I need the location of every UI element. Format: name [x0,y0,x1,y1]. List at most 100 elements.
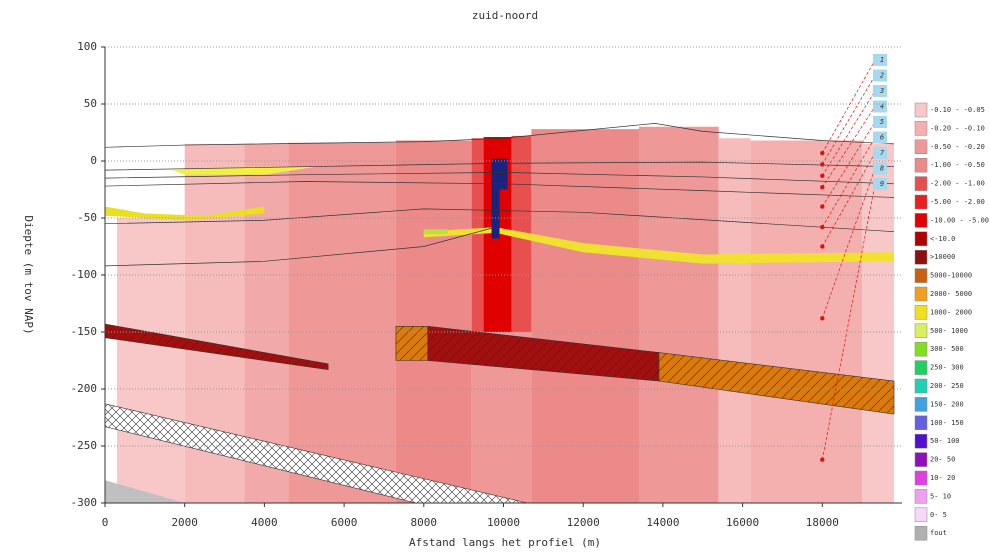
layer [172,166,317,175]
layer-hatch [105,324,329,370]
marker [820,185,825,190]
marker-label-box [873,116,887,128]
legend-label: 300- 500 [930,345,964,353]
marker [820,457,825,462]
y-tick-label: -150 [71,325,98,338]
legend-label: -0.50 - -0.20 [930,143,985,151]
boundary-line [104,161,895,171]
layer [288,142,396,503]
layer [395,140,472,504]
layer [718,138,751,503]
marker-leader [821,183,876,460]
marker-label: 8 [880,165,884,173]
marker-leader [821,59,876,154]
legend-label: 100- 150 [930,419,964,427]
y-tick-label: 0 [90,154,97,167]
legend-label: <-10.0 [930,235,955,243]
x-tick-label: 6000 [331,516,358,529]
layer [244,143,289,503]
y-tick-label: 100 [77,40,97,53]
layer [491,158,508,239]
boundary-line [104,226,496,267]
marker-leader [821,137,876,228]
legend-label: -0.20 - -0.10 [930,124,985,132]
marker-leader [821,152,876,247]
x-tick-label: 2000 [171,516,198,529]
marker-label: 4 [880,103,884,111]
boundary-line [104,181,895,198]
legend-label: 1000- 2000 [930,308,972,316]
marker-label-box [873,131,887,144]
marker-label: 7 [880,149,885,157]
legend-swatch [914,433,928,449]
legend-label: -0.10 - -0.05 [930,106,985,114]
x-tick-label: 4000 [251,516,278,529]
layer [471,332,532,503]
marker [820,162,825,167]
marker-label-box [873,54,887,66]
legend-swatch [914,305,928,320]
x-axis-label: Afstand langs het profiel (m) [409,536,601,549]
marker-leader [821,168,876,319]
legend-label: fout [930,529,947,537]
y-tick-label: -300 [71,496,98,509]
marker-label: 3 [879,87,884,95]
legend-swatch [914,194,928,210]
y-tick-label: -200 [71,382,98,395]
legend-label: 2000- 5000 [930,290,972,298]
legend-swatch [914,489,928,504]
y-tick-label: -100 [71,268,98,281]
x-tick-label: 0 [102,516,109,529]
legend-label: 250- 300 [930,364,964,372]
y-axis-label: Diepte (m tov NAP) [22,215,35,334]
legend-label: -1.00 - -0.50 [930,161,985,169]
legend-swatch [914,268,928,283]
layer [471,138,484,332]
legend-label: 20- 50 [930,456,955,464]
legend-swatch [914,121,928,136]
legend-label: 10- 20 [930,474,955,482]
x-tick-label: 16000 [726,516,759,529]
layer-hatch [658,352,895,415]
y-tick-label: -50 [77,211,97,224]
marker-leader [822,90,876,177]
legend-swatch [914,286,928,302]
legend-label: 150- 200 [930,400,964,408]
boundary-line [104,172,895,185]
marker-label: 6 [880,134,884,142]
legend-label: 5- 10 [930,492,951,500]
marker [820,150,825,156]
x-tick-label: 12000 [567,516,600,529]
layer-hatch [395,326,428,361]
legend-swatch [914,452,928,467]
x-tick-label: 8000 [411,516,438,529]
legend-swatch [914,139,928,155]
legend-swatch [914,213,928,228]
x-tick-label: 14000 [646,516,679,529]
marker-label-box [873,147,887,159]
layer [423,227,895,264]
y-tick-label: -250 [71,439,98,452]
legend-label: 0- 5 [930,511,947,519]
layer [105,206,265,221]
legend-label: 500- 1000 [930,327,968,335]
layer [531,129,639,503]
legend-swatch [914,415,928,431]
legend-swatch [914,176,928,191]
legend-label: -2.00 - -1.00 [930,180,985,188]
layer [862,143,895,503]
legend-label: -10.00 - -5.00 [930,216,989,224]
marker-leader [821,75,876,165]
layer-hatch [427,326,659,382]
legend-swatch [914,231,928,247]
legend-swatch [914,323,928,339]
legend-label: 5000-10000 [930,272,972,280]
legend-label: >10000 [930,253,955,261]
legend-swatch [914,360,928,375]
marker-leader [822,106,876,188]
legend-swatch [914,378,928,394]
layer [750,140,863,504]
y-tick-label: 50 [84,97,97,110]
layer [638,126,719,504]
